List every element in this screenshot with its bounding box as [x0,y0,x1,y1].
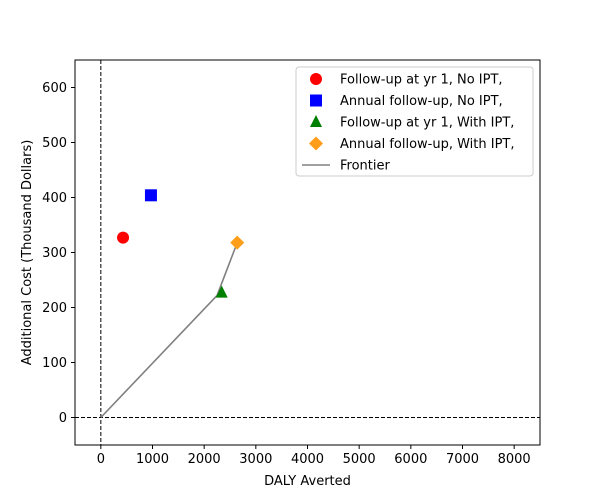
x-tick-label: 7000 [446,452,479,467]
y-tick-label: 100 [42,356,67,371]
data-point-circle [117,231,130,244]
y-tick-label: 200 [42,301,67,316]
y-axis-label: Additional Cost (Thousand Dollars) [20,140,35,366]
x-tick-label: 8000 [498,452,531,467]
data-point-diamond [230,235,245,250]
y-tick-label: 600 [42,81,67,96]
legend-box [295,66,534,177]
y-tick-label: 300 [42,246,67,261]
x-tick-label: 5000 [343,452,376,467]
legend-marker-diamond [309,136,323,151]
frontier-line [100,242,238,419]
y-tick-label: 400 [42,191,67,206]
data-point-triangle [215,285,228,298]
legend-label: Frontier [340,159,390,174]
x-tick-label: 4000 [291,452,324,467]
x-tick-label: 0 [97,452,105,467]
legend-marker-square [310,94,322,107]
y-tick-label: 500 [42,136,67,151]
legend-label: Follow-up at yr 1, No IPT, [340,73,503,88]
legend-marker-triangle [310,115,322,127]
legend-label: Follow-up at yr 1, With IPT, [340,116,514,131]
x-tick-label: 2000 [188,452,221,467]
legend-label: Annual follow-up, With IPT, [340,137,515,152]
legend-marker-circle [310,73,322,85]
x-tick-label: 1000 [136,452,169,467]
data-point-square [144,189,157,202]
x-axis-label: DALY Averted [264,474,351,489]
legend: Follow-up at yr 1, No IPT, Annual follow-… [295,66,534,177]
y-tick-label: 0 [59,411,67,426]
x-tick-label: 6000 [394,452,427,467]
legend-label: Annual follow-up, No IPT, [340,94,503,109]
x-tick-label: 3000 [239,452,272,467]
